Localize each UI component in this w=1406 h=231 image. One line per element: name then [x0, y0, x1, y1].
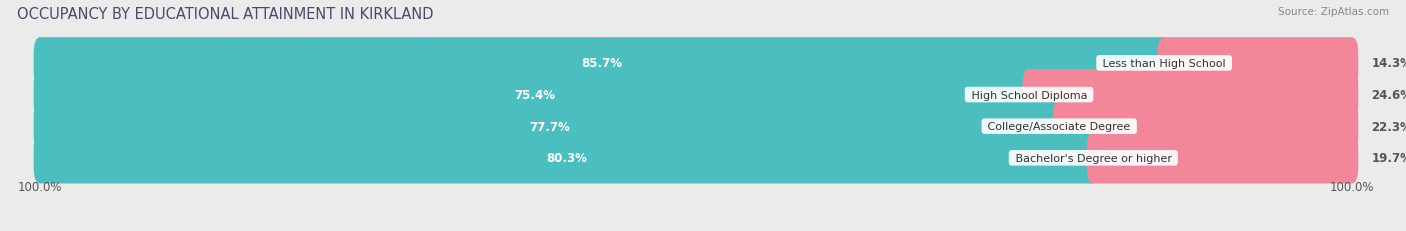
Text: 77.7%: 77.7% — [530, 120, 569, 133]
Text: 24.6%: 24.6% — [1371, 89, 1406, 102]
Text: 100.0%: 100.0% — [18, 180, 62, 193]
Text: High School Diploma: High School Diploma — [967, 90, 1091, 100]
FancyBboxPatch shape — [34, 38, 1358, 89]
FancyBboxPatch shape — [34, 133, 1099, 184]
Text: Less than High School: Less than High School — [1099, 59, 1229, 69]
FancyBboxPatch shape — [1087, 133, 1358, 184]
Text: OCCUPANCY BY EDUCATIONAL ATTAINMENT IN KIRKLAND: OCCUPANCY BY EDUCATIONAL ATTAINMENT IN K… — [17, 7, 433, 22]
FancyBboxPatch shape — [1157, 38, 1358, 89]
Text: 85.7%: 85.7% — [582, 57, 623, 70]
Text: Bachelor's Degree or higher: Bachelor's Degree or higher — [1011, 153, 1175, 163]
Text: 22.3%: 22.3% — [1371, 120, 1406, 133]
Text: 75.4%: 75.4% — [515, 89, 555, 102]
Text: College/Associate Degree: College/Associate Degree — [984, 122, 1135, 132]
Text: 14.3%: 14.3% — [1371, 57, 1406, 70]
FancyBboxPatch shape — [34, 38, 1171, 89]
FancyBboxPatch shape — [1053, 101, 1358, 152]
Text: 100.0%: 100.0% — [1330, 180, 1374, 193]
Text: Source: ZipAtlas.com: Source: ZipAtlas.com — [1278, 7, 1389, 17]
Text: 19.7%: 19.7% — [1371, 152, 1406, 165]
FancyBboxPatch shape — [34, 101, 1066, 152]
FancyBboxPatch shape — [34, 101, 1358, 152]
FancyBboxPatch shape — [1022, 70, 1358, 121]
FancyBboxPatch shape — [34, 70, 1358, 121]
FancyBboxPatch shape — [34, 70, 1036, 121]
FancyBboxPatch shape — [34, 133, 1358, 184]
Text: 80.3%: 80.3% — [547, 152, 588, 165]
